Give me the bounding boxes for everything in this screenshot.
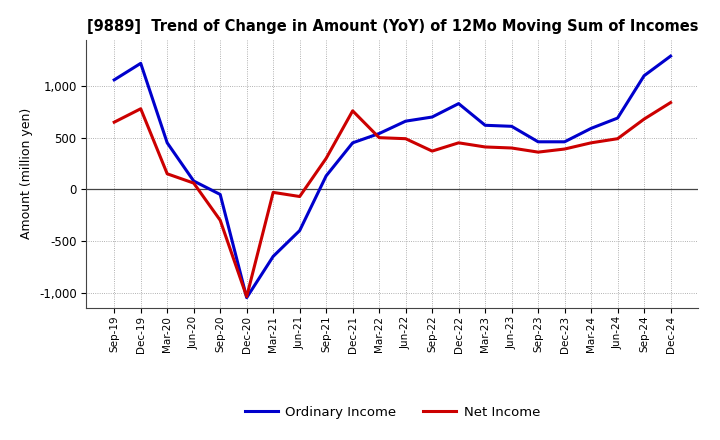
Ordinary Income — [560, 139, 569, 144]
Ordinary Income — [163, 140, 171, 146]
Net Income — [481, 144, 490, 150]
Legend: Ordinary Income, Net Income: Ordinary Income, Net Income — [239, 400, 546, 424]
Net Income — [375, 135, 384, 140]
Ordinary Income — [428, 114, 436, 120]
Net Income — [189, 180, 198, 186]
Net Income — [348, 108, 357, 114]
Net Income — [295, 194, 304, 199]
Title: [9889]  Trend of Change in Amount (YoY) of 12Mo Moving Sum of Incomes: [9889] Trend of Change in Amount (YoY) o… — [86, 19, 698, 34]
Ordinary Income — [508, 124, 516, 129]
Ordinary Income — [322, 173, 330, 179]
Ordinary Income — [587, 126, 595, 131]
Net Income — [454, 140, 463, 146]
Net Income — [269, 190, 277, 195]
Net Income — [666, 100, 675, 105]
Ordinary Income — [534, 139, 542, 144]
Ordinary Income — [348, 140, 357, 146]
Net Income — [534, 150, 542, 155]
Net Income — [640, 117, 649, 122]
Net Income — [428, 148, 436, 154]
Ordinary Income — [666, 54, 675, 59]
Line: Ordinary Income: Ordinary Income — [114, 56, 670, 298]
Net Income — [401, 136, 410, 141]
Ordinary Income — [216, 192, 225, 197]
Ordinary Income — [375, 131, 384, 136]
Ordinary Income — [640, 73, 649, 78]
Ordinary Income — [136, 61, 145, 66]
Net Income — [508, 145, 516, 150]
Net Income — [560, 147, 569, 152]
Ordinary Income — [481, 123, 490, 128]
Net Income — [613, 136, 622, 141]
Ordinary Income — [401, 118, 410, 124]
Net Income — [216, 218, 225, 223]
Net Income — [136, 106, 145, 111]
Ordinary Income — [189, 178, 198, 183]
Y-axis label: Amount (million yen): Amount (million yen) — [20, 108, 33, 239]
Ordinary Income — [613, 115, 622, 121]
Ordinary Income — [110, 77, 119, 82]
Ordinary Income — [269, 254, 277, 259]
Net Income — [110, 120, 119, 125]
Net Income — [243, 294, 251, 299]
Net Income — [587, 140, 595, 146]
Ordinary Income — [295, 228, 304, 233]
Ordinary Income — [454, 101, 463, 106]
Ordinary Income — [243, 295, 251, 301]
Net Income — [322, 156, 330, 161]
Net Income — [163, 171, 171, 176]
Line: Net Income: Net Income — [114, 103, 670, 297]
